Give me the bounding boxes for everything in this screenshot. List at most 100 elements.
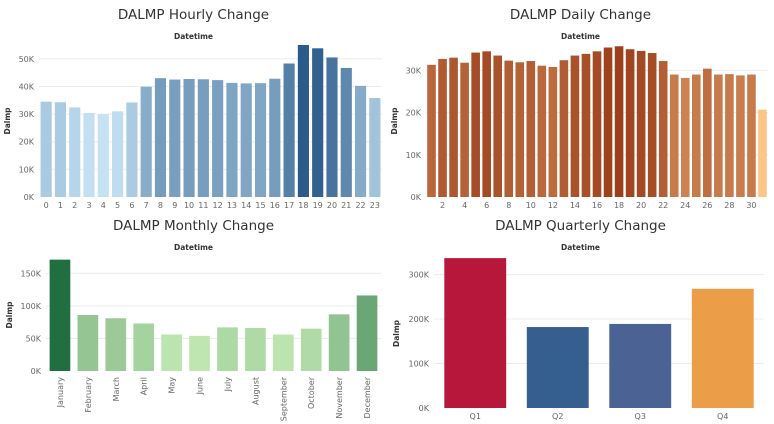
y-tick-label: 20K bbox=[406, 109, 422, 118]
bar-july[interactable] bbox=[217, 327, 238, 371]
bar-14[interactable] bbox=[240, 83, 252, 197]
bar-9[interactable] bbox=[515, 62, 525, 197]
bar-22[interactable] bbox=[354, 85, 367, 197]
bar-8[interactable] bbox=[504, 60, 514, 197]
x-tick-label: Q1 bbox=[470, 412, 481, 421]
bar-5[interactable] bbox=[471, 52, 480, 197]
bar-september[interactable] bbox=[272, 334, 294, 371]
bar-6[interactable] bbox=[482, 51, 491, 198]
bar-4[interactable] bbox=[460, 62, 469, 197]
bar-12[interactable] bbox=[548, 66, 558, 197]
bar-18[interactable] bbox=[297, 45, 309, 197]
bar-1[interactable] bbox=[427, 64, 436, 197]
bar-february[interactable] bbox=[77, 315, 99, 371]
bar-october[interactable] bbox=[300, 328, 322, 371]
bar-20[interactable] bbox=[636, 50, 646, 198]
bar-november[interactable] bbox=[328, 314, 350, 371]
x-tick-label: Q4 bbox=[717, 412, 728, 421]
y-tick-label: 50K bbox=[26, 334, 42, 343]
bar-june[interactable] bbox=[189, 335, 210, 371]
bar-16[interactable] bbox=[592, 51, 602, 198]
quarterly-bar-chart: 0K 100K 200K 300K Dalmp Q1 Q2 Q3 Q4 bbox=[392, 258, 764, 421]
chart-subtitle: Datetime bbox=[560, 243, 601, 252]
bar-q4[interactable] bbox=[691, 288, 754, 408]
bar-3[interactable] bbox=[449, 57, 458, 197]
x-tick-label: November bbox=[335, 376, 344, 418]
bar-21[interactable] bbox=[340, 67, 352, 198]
bar-27[interactable] bbox=[714, 74, 723, 197]
bar-15[interactable] bbox=[581, 53, 591, 197]
bar-q3[interactable] bbox=[609, 323, 672, 408]
bar-21[interactable] bbox=[647, 53, 657, 198]
bar-7[interactable] bbox=[140, 86, 152, 197]
x-tick-label: 18 bbox=[614, 201, 624, 210]
bar-29[interactable] bbox=[736, 75, 745, 197]
bar-9[interactable] bbox=[169, 79, 181, 197]
chart-subtitle: Datetime bbox=[173, 243, 214, 252]
x-tick-label: 10 bbox=[526, 201, 536, 210]
x-tick-label: 30 bbox=[746, 201, 756, 210]
bar-16[interactable] bbox=[269, 78, 281, 197]
y-tick-label: 10K bbox=[19, 165, 35, 174]
y-tick-label: 0K bbox=[31, 367, 42, 376]
bar-31[interactable] bbox=[758, 109, 767, 197]
bar-0[interactable] bbox=[40, 101, 52, 197]
bar-24[interactable] bbox=[680, 77, 690, 197]
bar-10[interactable] bbox=[183, 78, 195, 197]
x-tick-label: 4 bbox=[462, 201, 467, 210]
y-tick-label: 40K bbox=[19, 82, 35, 91]
bar-march[interactable] bbox=[105, 318, 127, 371]
bar-17[interactable] bbox=[603, 47, 613, 198]
bar-13[interactable] bbox=[226, 82, 238, 197]
bar-august[interactable] bbox=[245, 328, 266, 371]
y-tick-label: 150K bbox=[20, 269, 41, 278]
bar-15[interactable] bbox=[254, 83, 267, 197]
bar-11[interactable] bbox=[537, 65, 547, 197]
x-tick-label: 8 bbox=[506, 201, 511, 210]
bar-26[interactable] bbox=[703, 68, 712, 198]
bar-14[interactable] bbox=[570, 55, 580, 197]
bar-19[interactable] bbox=[625, 49, 635, 197]
bar-7[interactable] bbox=[493, 55, 503, 197]
bar-may[interactable] bbox=[161, 334, 182, 371]
x-tick-label: 3 bbox=[86, 201, 91, 210]
bar-20[interactable] bbox=[326, 57, 338, 197]
bar-6[interactable] bbox=[126, 102, 138, 197]
bar-8[interactable] bbox=[154, 78, 167, 197]
bar-q2[interactable] bbox=[526, 327, 589, 408]
chart-title: DALMP Daily Change bbox=[509, 7, 652, 23]
bar-10[interactable] bbox=[526, 61, 536, 197]
bar-april[interactable] bbox=[133, 323, 155, 371]
bar-2[interactable] bbox=[69, 107, 81, 197]
bar-4[interactable] bbox=[97, 114, 109, 197]
bar-30[interactable] bbox=[747, 74, 756, 197]
bar-19[interactable] bbox=[312, 48, 324, 198]
bar-17[interactable] bbox=[283, 63, 295, 198]
bar-22[interactable] bbox=[658, 61, 668, 197]
bar-11[interactable] bbox=[197, 79, 209, 197]
x-tick-label: October bbox=[307, 376, 316, 409]
x-tick-label: July bbox=[223, 377, 232, 393]
bar-25[interactable] bbox=[691, 74, 701, 197]
bar-23[interactable] bbox=[669, 74, 679, 197]
bar-23[interactable] bbox=[369, 98, 381, 197]
bar-2[interactable] bbox=[438, 58, 447, 197]
y-tick-label: 0K bbox=[24, 193, 35, 202]
bar-13[interactable] bbox=[559, 60, 569, 198]
hourly-chart-panel: DALMP Hourly Change Datetime 0K 10K 20K 30K… bbox=[0, 0, 387, 212]
x-tick-label: 10 bbox=[184, 201, 194, 210]
x-tick-label: 11 bbox=[198, 201, 208, 210]
bar-q1[interactable] bbox=[444, 258, 507, 408]
quarterly-chart-panel: DALMP Quarterly Change Datetime 0K 100K 20… bbox=[387, 212, 774, 424]
x-tick-label: 6 bbox=[484, 201, 489, 210]
bar-18[interactable] bbox=[614, 46, 624, 198]
bar-5[interactable] bbox=[112, 111, 124, 197]
x-tick-label: March bbox=[112, 377, 121, 401]
bar-december[interactable] bbox=[356, 295, 378, 371]
bar-12[interactable] bbox=[212, 80, 224, 197]
bar-3[interactable] bbox=[83, 112, 95, 197]
bar-1[interactable] bbox=[54, 102, 67, 197]
daily-chart-panel: DALMP Daily Change Datetime 0K 10K 20K 30K D… bbox=[387, 0, 774, 212]
bar-january[interactable] bbox=[49, 259, 71, 371]
bar-28[interactable] bbox=[725, 74, 734, 197]
